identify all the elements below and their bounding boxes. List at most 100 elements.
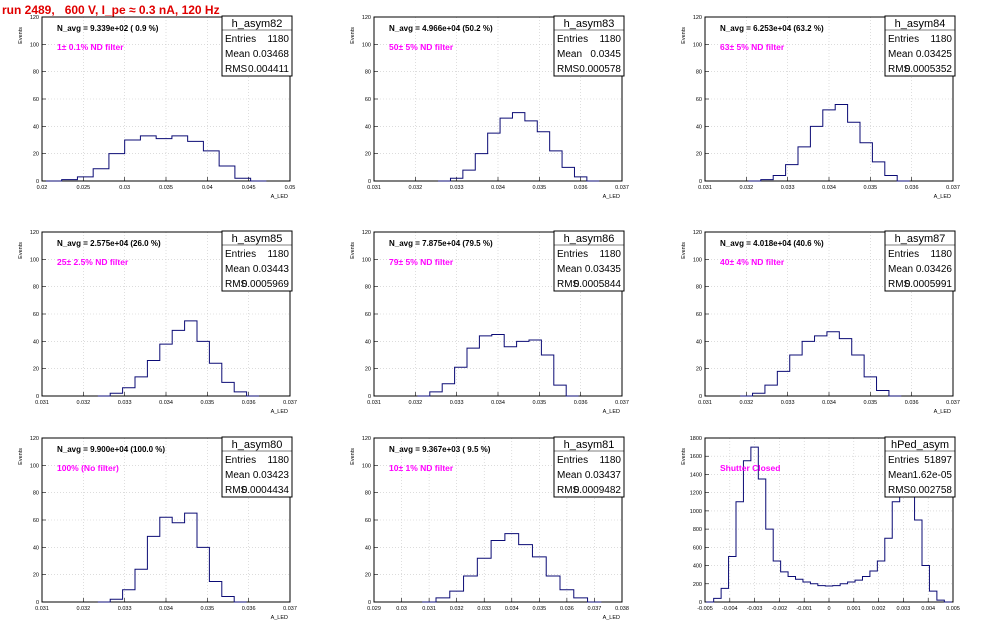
entries-label: Entries — [557, 249, 588, 260]
y-tick-label: 100 — [693, 257, 702, 263]
n-avg-label: N_avg = 9.900e+04 (100.0 %) — [57, 445, 165, 454]
entries-value: 1180 — [599, 34, 621, 45]
mean-value: 0.03425 — [916, 49, 953, 60]
x-axis-title: A_LED — [603, 409, 620, 415]
n-avg-label: N_avg = 9.339e+02 ( 0.9 %) — [57, 24, 159, 33]
y-tick-label: 80 — [696, 285, 702, 291]
y-tick-label: 60 — [365, 97, 371, 103]
plot-frame — [373, 437, 623, 603]
x-axis-title: A_LED — [271, 409, 288, 415]
y-tick-label: 120 — [362, 15, 371, 21]
mean-value: 0.03435 — [585, 264, 622, 275]
x-tick-label: -0.004 — [722, 606, 738, 612]
n-avg-label: N_avg = 7.875e+04 (79.5 %) — [389, 239, 493, 248]
x-tick-label: 0.031 — [698, 400, 712, 406]
y-tick-label: 60 — [696, 97, 702, 103]
y-tick-label: 0 — [699, 394, 702, 400]
histogram-name: hPed_asym — [891, 439, 949, 451]
x-tick-label: 0.036 — [905, 185, 919, 191]
plot-frame — [41, 231, 291, 397]
x-tick-label: 0.036 — [574, 185, 588, 191]
y-axis-title: Events — [681, 242, 687, 259]
stats-box — [884, 230, 956, 292]
histogram-name: h_asym81 — [564, 439, 615, 451]
rms-label: RMS — [557, 485, 580, 496]
n-avg-label: N_avg = 9.367e+03 ( 9.5 %) — [389, 445, 491, 454]
mean-label: Mean — [888, 264, 913, 275]
mean-value: 0.03468 — [253, 49, 290, 60]
y-tick-label: 40 — [365, 339, 371, 345]
mean-label: Mean — [225, 264, 250, 275]
rms-label: RMS — [557, 279, 580, 290]
y-tick-label: 20 — [696, 152, 702, 158]
mean-label: Mean — [557, 49, 582, 60]
y-tick-label: 20 — [365, 367, 371, 373]
plot-frame — [41, 437, 291, 603]
plot-frame — [704, 437, 954, 603]
entries-label: Entries — [888, 249, 919, 260]
x-tick-label: 0.032 — [408, 400, 422, 406]
x-tick-label: 0.034 — [159, 400, 173, 406]
x-tick-label: 0.035 — [532, 606, 546, 612]
y-axis-title: Events — [350, 448, 356, 465]
plot-frame — [704, 231, 954, 397]
y-tick-label: 60 — [365, 312, 371, 318]
histogram-line — [417, 334, 579, 397]
run-title: run 2489, 600 V, I_pe ≈ 0.3 nA, 120 Hz — [2, 3, 220, 17]
x-tick-label: 0.035 — [532, 400, 546, 406]
mean-value: 0.03437 — [585, 470, 622, 481]
x-tick-label: 0.031 — [367, 400, 381, 406]
mean-value: 0.03423 — [253, 470, 290, 481]
x-axis-title: A_LED — [603, 615, 620, 621]
x-tick-label: 0.031 — [367, 185, 381, 191]
x-tick-label: 0.032 — [739, 185, 753, 191]
y-tick-label: 0 — [36, 179, 39, 185]
x-tick-label: 0.033 — [118, 400, 132, 406]
histogram-panel: 0.031 0.032 0.033 0.034 0.035 0.036 0.037 0 20 40… — [18, 436, 297, 621]
y-tick-label: 100 — [362, 42, 371, 48]
entries-value: 1180 — [599, 249, 621, 260]
stats-box — [221, 15, 293, 77]
n-avg-label: N_avg = 6.253e+04 (63.2 %) — [720, 24, 824, 33]
mean-label: Mean — [557, 264, 582, 275]
y-tick-label: 1200 — [690, 491, 702, 497]
histogram-panel: 0.029 0.03 0.031 0.032 0.033 0.034 0.035 0.036 0… — [350, 436, 629, 621]
x-tick-label: 0.033 — [781, 400, 795, 406]
y-tick-label: 100 — [30, 42, 39, 48]
entries-value: 1180 — [267, 34, 289, 45]
n-avg-label: N_avg = 4.966e+04 (50.2 %) — [389, 24, 493, 33]
x-tick-label: 0.033 — [450, 400, 464, 406]
y-tick-label: 100 — [693, 42, 702, 48]
y-tick-label: 60 — [365, 518, 371, 524]
y-tick-label: 80 — [365, 491, 371, 497]
x-tick-label: 0.036 — [905, 400, 919, 406]
entries-label: Entries — [557, 455, 588, 466]
histogram-name: h_asym84 — [895, 18, 946, 30]
y-axis-title: Events — [681, 27, 687, 44]
y-tick-label: 120 — [30, 230, 39, 236]
y-tick-label: 120 — [693, 230, 702, 236]
filter-note: 25± 2.5% ND filter — [57, 257, 129, 267]
y-tick-label: 60 — [33, 312, 39, 318]
y-tick-label: 0 — [36, 600, 39, 606]
y-axis-title: Events — [350, 242, 356, 259]
rms-label: RMS — [557, 64, 580, 75]
filter-note: 40± 4% ND filter — [720, 257, 785, 267]
stats-box — [553, 230, 625, 292]
x-tick-label: 0.035 — [532, 185, 546, 191]
entries-label: Entries — [225, 455, 256, 466]
entries-label: Entries — [225, 34, 256, 45]
entries-label: Entries — [888, 455, 919, 466]
entries-value: 1180 — [267, 249, 289, 260]
histogram-panel: 0.031 0.032 0.033 0.034 0.035 0.036 0.037 0 20 40… — [18, 230, 297, 415]
histogram-panel: 0.031 0.032 0.033 0.034 0.035 0.036 0.037 0 20 40… — [350, 230, 629, 415]
mean-value: 0.0345 — [590, 49, 621, 60]
entries-value: 1180 — [930, 34, 952, 45]
entries-label: Entries — [557, 34, 588, 45]
y-tick-label: 100 — [30, 463, 39, 469]
y-tick-label: 40 — [33, 124, 39, 130]
x-tick-label: 0.037 — [588, 606, 602, 612]
histogram-panel: -0.005 -0.004 -0.003 -0.002 -0.001 0 0.001 0.00… — [681, 436, 960, 612]
entries-value: 1180 — [267, 455, 289, 466]
histogram-name: h_asym87 — [895, 233, 946, 245]
